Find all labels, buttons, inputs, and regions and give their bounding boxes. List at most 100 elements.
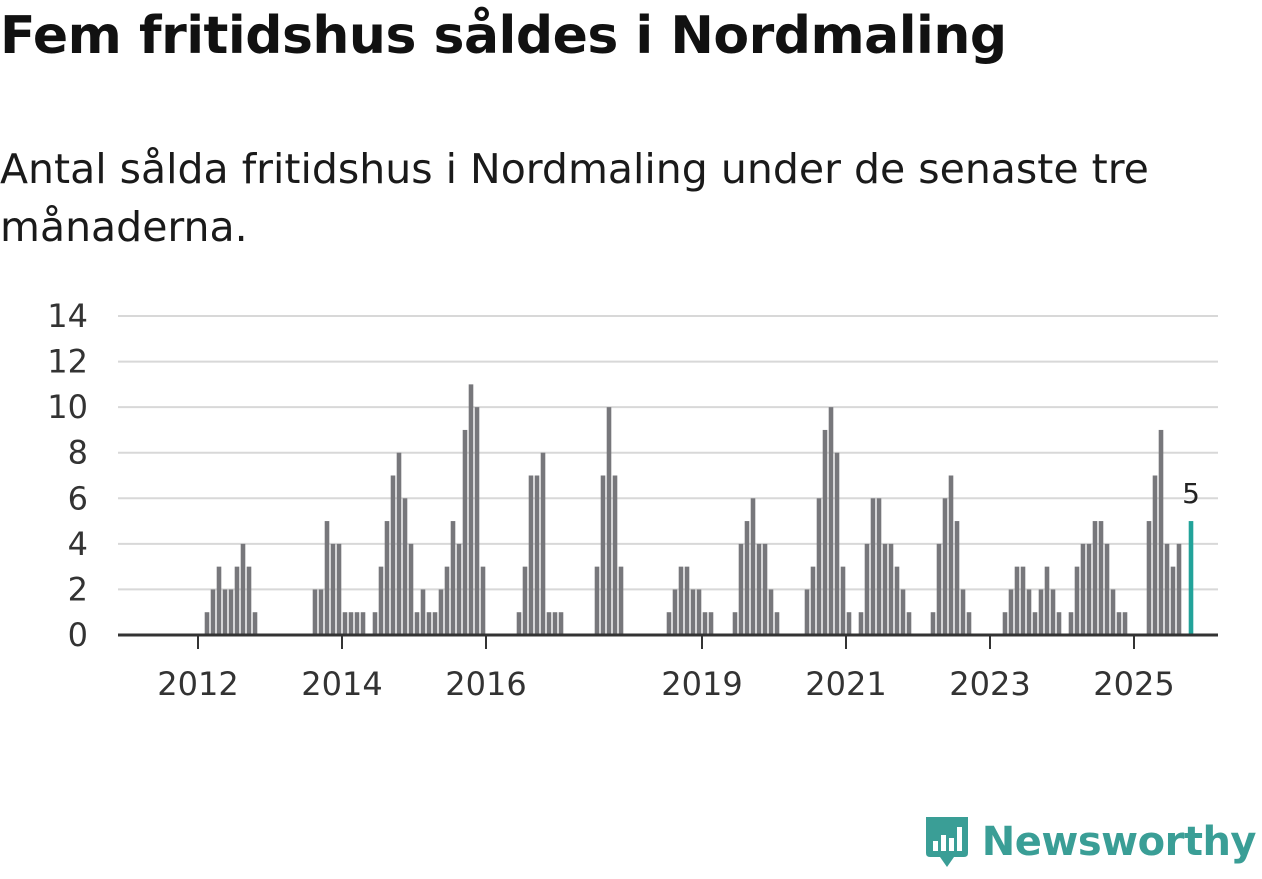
bar xyxy=(756,543,762,635)
y-tick-label: 0 xyxy=(68,616,88,654)
bar xyxy=(930,612,936,635)
bar xyxy=(348,612,354,635)
y-tick-label: 10 xyxy=(47,388,88,426)
bar xyxy=(390,475,396,635)
bar xyxy=(1104,543,1110,635)
bar xyxy=(540,452,546,635)
bar xyxy=(360,612,366,635)
bar xyxy=(1044,566,1050,635)
bar xyxy=(1020,566,1026,635)
x-tick-label: 2012 xyxy=(157,665,238,703)
bar xyxy=(234,566,240,635)
bar xyxy=(552,612,558,635)
bar xyxy=(372,612,378,635)
bar xyxy=(870,498,876,635)
bar xyxy=(210,589,216,635)
bar xyxy=(1086,543,1092,635)
x-tick-label: 2016 xyxy=(445,665,526,703)
bar xyxy=(858,612,864,635)
axes xyxy=(118,633,1218,649)
bar xyxy=(312,589,318,635)
bar xyxy=(684,566,690,635)
bar xyxy=(456,543,462,635)
grid-lines xyxy=(118,315,1218,591)
bar xyxy=(204,612,210,635)
bar xyxy=(378,566,384,635)
x-tick-label: 2023 xyxy=(949,665,1030,703)
bar xyxy=(1158,429,1164,635)
x-tick-label: 2025 xyxy=(1093,665,1174,703)
labels: 0 2 4 6 8 10 12 14 2012 2014 2016 2019 2021 2023 2025 5 xyxy=(47,297,1200,703)
bar-highlight xyxy=(1188,521,1194,635)
bar xyxy=(750,498,756,635)
bar xyxy=(354,612,360,635)
bar xyxy=(318,589,324,635)
chart-title: Fem fritidshus såldes i Nordmaling xyxy=(0,6,1007,66)
bar xyxy=(522,566,528,635)
bar xyxy=(732,612,738,635)
bar xyxy=(414,612,420,635)
bar xyxy=(1080,543,1086,635)
bar xyxy=(738,543,744,635)
bar xyxy=(948,475,954,635)
bar xyxy=(1026,589,1032,635)
bar xyxy=(768,589,774,635)
x-tick-label: 2021 xyxy=(805,665,886,703)
bar xyxy=(888,543,894,635)
bar xyxy=(906,612,912,635)
bar xyxy=(1146,521,1152,635)
y-tick-label: 12 xyxy=(47,343,88,381)
bar xyxy=(1050,589,1056,635)
bar xyxy=(804,589,810,635)
bar xyxy=(762,543,768,635)
bar xyxy=(480,566,486,635)
bar xyxy=(432,612,438,635)
bar xyxy=(1038,589,1044,635)
y-tick-label: 2 xyxy=(68,570,88,608)
bar xyxy=(342,612,348,635)
bar xyxy=(1116,612,1122,635)
bar xyxy=(840,566,846,635)
bar xyxy=(546,612,552,635)
bar xyxy=(894,566,900,635)
bar xyxy=(1092,521,1098,635)
bar xyxy=(1068,612,1074,635)
y-tick-label: 14 xyxy=(47,297,88,335)
bar xyxy=(1152,475,1158,635)
y-tick-label: 6 xyxy=(68,479,88,517)
bar xyxy=(864,543,870,635)
bar xyxy=(444,566,450,635)
bar xyxy=(240,543,246,635)
bar xyxy=(744,521,750,635)
bar xyxy=(810,566,816,635)
bar xyxy=(402,498,408,635)
bar xyxy=(1056,612,1062,635)
bar xyxy=(822,429,828,635)
bar xyxy=(330,543,336,635)
bar xyxy=(1074,566,1080,635)
bar xyxy=(1176,543,1182,635)
bar xyxy=(690,589,696,635)
bar xyxy=(558,612,564,635)
bar xyxy=(936,543,942,635)
bar xyxy=(1008,589,1014,635)
bar xyxy=(966,612,972,635)
newsworthy-logo: Newsworthy xyxy=(922,813,1257,871)
bar xyxy=(450,521,456,635)
y-tick-label: 4 xyxy=(68,525,88,563)
bar xyxy=(600,475,606,635)
bar xyxy=(426,612,432,635)
bar xyxy=(816,498,822,635)
bars xyxy=(204,384,1194,635)
bar xyxy=(534,475,540,635)
bar xyxy=(606,407,612,635)
bar xyxy=(702,612,708,635)
bar xyxy=(252,612,258,635)
bar xyxy=(1164,543,1170,635)
bar xyxy=(468,384,474,635)
bar xyxy=(612,475,618,635)
bar xyxy=(696,589,702,635)
bar xyxy=(1122,612,1128,635)
bar xyxy=(438,589,444,635)
